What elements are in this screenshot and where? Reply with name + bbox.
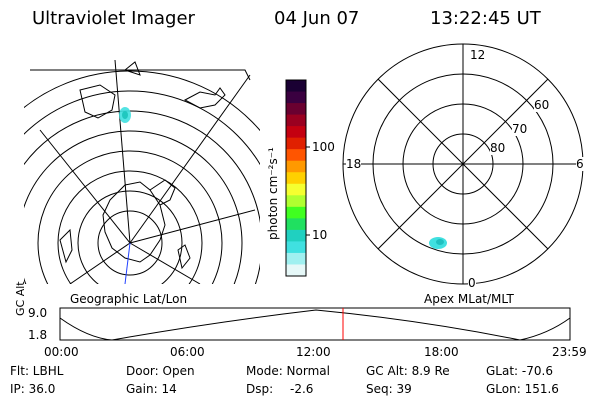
gain-info: Gain: 14 — [126, 382, 177, 396]
seq-info: Seq: 39 — [366, 382, 412, 396]
ip-info: IP: 36.0 — [10, 382, 56, 396]
glat-info: GLat: -70.6 — [486, 364, 553, 378]
colorbar-band — [286, 149, 306, 162]
glon-info: GLon: 151.6 — [486, 382, 559, 396]
door-info: Door: Open — [126, 364, 195, 378]
polar-plot-label: Apex MLat/MLT — [424, 292, 514, 306]
satellite-track — [124, 242, 131, 285]
filter-info: Flt: LBHL — [10, 364, 64, 378]
colorbar-band — [286, 114, 306, 127]
mode-info: Mode: Normal — [246, 364, 330, 378]
colorbar-band — [286, 218, 306, 231]
colorbar-band — [286, 126, 306, 139]
geo-map-label: Geographic Lat/Lon — [70, 292, 188, 306]
colorbar-band — [286, 91, 306, 104]
instrument-title: Ultraviolet Imager — [32, 8, 195, 29]
colorbar-band — [286, 241, 306, 254]
colorbar-band — [286, 195, 306, 208]
mlat-label-70: 70 — [512, 122, 528, 136]
mlat-label-80: 80 — [490, 141, 506, 155]
altitude-curve — [59, 309, 571, 341]
mlt-label-18: 18 — [346, 157, 362, 171]
mlat-label-60: 60 — [534, 98, 550, 112]
altitude-xtick-2359: 23:59 — [552, 345, 587, 359]
mlt-label-0: 0 — [468, 276, 476, 290]
colorbar-tick-10: 10 — [312, 228, 328, 242]
colorbar-band — [286, 252, 306, 265]
altitude-xtick-0000: 00:00 — [44, 345, 79, 359]
dsp-label: Dsp: — [246, 382, 274, 396]
altitude-xtick-0600: 06:00 — [170, 345, 205, 359]
colorbar-band — [286, 80, 306, 93]
colorbar-band — [286, 229, 306, 242]
colorbar-band — [286, 264, 306, 277]
mlt-label-6: 6 — [576, 157, 584, 171]
altitude-xtick-1200: 12:00 — [296, 345, 331, 359]
colorbar-band — [286, 160, 306, 173]
colorbar-band — [286, 183, 306, 196]
colorbar-band — [286, 172, 306, 185]
altitude-ylabel: GC Alt — [14, 281, 27, 316]
mlt-label-12: 12 — [470, 48, 486, 62]
altitude-ytick-min: 1.8 — [28, 328, 48, 342]
dsp-value: -2.6 — [290, 382, 314, 396]
colorbar-tick-100: 100 — [312, 140, 335, 154]
altitude-xtick-1800: 18:00 — [424, 345, 459, 359]
colorbar-band — [286, 103, 306, 116]
colorbar-band — [286, 137, 306, 150]
colorbar-band — [286, 206, 306, 219]
gc-alt-info: GC Alt: 8.9 Re — [366, 364, 450, 378]
time-label: 13:22:45 UT — [430, 8, 541, 29]
altitude-ytick-max: 9.0 — [28, 306, 48, 320]
date-label: 04 Jun 07 — [274, 8, 360, 29]
